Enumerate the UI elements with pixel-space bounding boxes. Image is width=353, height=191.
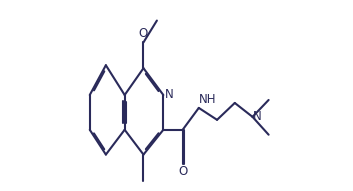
- Text: O: O: [139, 28, 148, 40]
- Text: NH: NH: [199, 93, 217, 106]
- Text: N: N: [164, 87, 173, 100]
- Text: N: N: [253, 110, 262, 123]
- Text: O: O: [178, 165, 187, 178]
